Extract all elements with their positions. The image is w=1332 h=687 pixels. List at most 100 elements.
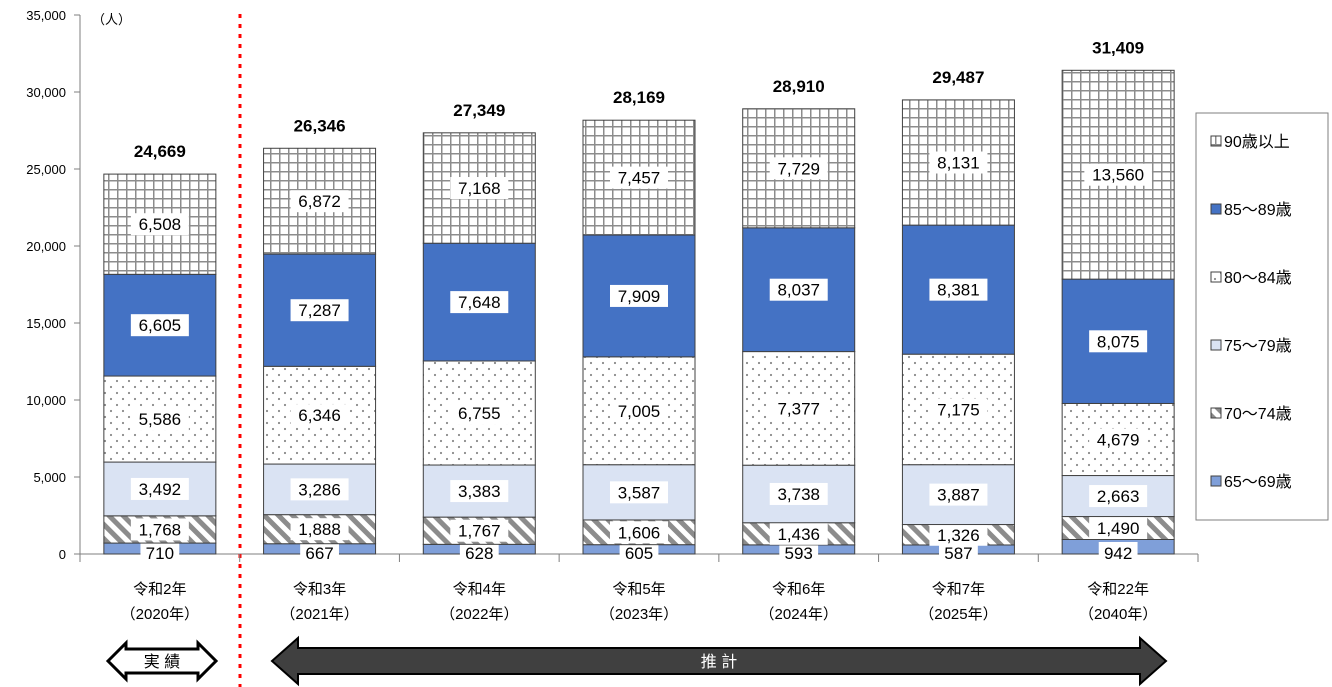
- y-tick-label: 15,000: [26, 316, 66, 331]
- category-label: 令和22年: [1087, 581, 1149, 598]
- legend-swatch: [1210, 135, 1222, 147]
- bar-total-label: 28,169: [613, 88, 665, 107]
- segment-label: 6,346: [298, 406, 341, 425]
- segment-label-box: [1098, 542, 1138, 564]
- segment-label-box: [450, 402, 509, 425]
- segment-label: 710: [146, 544, 174, 563]
- segment-label: 7,909: [618, 287, 661, 306]
- segment-label-box: [610, 166, 668, 189]
- category-year-label: （2020年）: [121, 606, 199, 623]
- y-tick-label: 20,000: [26, 239, 66, 254]
- segment-label: 593: [785, 544, 813, 563]
- segment-label-box: [1089, 330, 1148, 353]
- segment-label: 7,168: [458, 179, 501, 198]
- segment-label-box: [290, 404, 349, 427]
- segment-label: 5,586: [139, 410, 182, 429]
- segment-label-box: [610, 521, 668, 544]
- legend-label: 85～89歳: [1224, 201, 1292, 219]
- segment-label-box: [929, 483, 988, 506]
- legend-swatch: [1210, 203, 1222, 215]
- y-tick-label: 25,000: [26, 162, 66, 177]
- projection-arrow: [270, 635, 1168, 687]
- segment-label-box: [929, 151, 988, 174]
- segment-label-box: [1084, 163, 1152, 186]
- segment-label-box: [130, 518, 189, 541]
- segment-label-box: [769, 278, 828, 301]
- segment-label: 8,075: [1097, 332, 1140, 351]
- category-year-label: （2022年）: [440, 606, 518, 623]
- segment-label-box: [290, 478, 349, 501]
- segment-label-box: [290, 190, 349, 213]
- legend-label: 90歳以上: [1224, 133, 1290, 151]
- segment-label-box: [450, 480, 509, 503]
- actual-label: 実 績: [144, 653, 180, 671]
- segment-label: 7,005: [618, 402, 661, 421]
- category-label: 令和6年: [772, 581, 825, 598]
- segment-label-box: [140, 542, 180, 564]
- y-tick-label: 30,000: [26, 85, 66, 100]
- category-year-label: （2024年）: [760, 606, 838, 623]
- segment-label: 3,383: [458, 482, 501, 501]
- segment-label: 587: [944, 544, 972, 563]
- category-label: 令和2年: [133, 581, 186, 598]
- segment-label: 6,508: [139, 215, 182, 234]
- segment-label: 8,131: [937, 154, 980, 173]
- segment-label-box: [619, 542, 659, 564]
- category-label: 令和7年: [932, 581, 985, 598]
- segment-label-box: [769, 482, 828, 505]
- segment-label: 3,286: [298, 480, 341, 499]
- category-label: 令和5年: [612, 581, 665, 598]
- segment-label: 7,287: [298, 301, 341, 320]
- category-year-label: （2023年）: [600, 606, 678, 623]
- y-tick-label: 5,000: [33, 470, 66, 485]
- segment-label: 2,663: [1097, 487, 1140, 506]
- segment-label: 8,381: [937, 281, 980, 300]
- legend-swatch: [1210, 475, 1222, 487]
- segment-label-box: [130, 408, 189, 431]
- segment-label: 6,605: [139, 316, 182, 335]
- y-tick-label: 0: [59, 547, 66, 562]
- segment-label-box: [939, 542, 978, 564]
- y-tick-label: 10,000: [26, 393, 66, 408]
- legend-box: [1195, 112, 1329, 521]
- segment-label-box: [300, 542, 339, 564]
- segment-label-box: [130, 213, 189, 236]
- segment-label: 1,490: [1097, 519, 1140, 538]
- segment-label: 6,755: [458, 404, 501, 423]
- legend-label: 65～69歳: [1224, 473, 1292, 491]
- segment-label-box: [1089, 517, 1148, 540]
- segment-label: 3,587: [618, 483, 661, 502]
- segment-label: 1,767: [458, 522, 501, 541]
- category-year-label: （2021年）: [280, 606, 358, 623]
- segment-label: 942: [1104, 544, 1132, 563]
- segment-label: 8,037: [777, 281, 820, 300]
- bar-total-label: 24,669: [134, 142, 186, 161]
- segment-label: 628: [465, 544, 493, 563]
- segment-label: 1,768: [139, 520, 182, 539]
- segment-label: 1,326: [937, 526, 980, 545]
- legend-label: 80～84歳: [1224, 269, 1292, 287]
- segment-label-box: [459, 542, 499, 564]
- segment-label: 605: [625, 544, 653, 563]
- segment-label-box: [450, 519, 509, 542]
- segment-label: 7,175: [937, 400, 980, 419]
- segment-label: 3,738: [777, 485, 820, 504]
- legend-swatch: [1210, 407, 1222, 419]
- legend-swatch: [1210, 339, 1222, 351]
- segment-label-box: [610, 481, 668, 504]
- segment-label-box: [1089, 485, 1148, 508]
- segment-label-box: [610, 284, 668, 307]
- segment-label: 1,436: [777, 525, 820, 544]
- legend-swatch: [1210, 271, 1222, 283]
- bar-total-label: 31,409: [1092, 38, 1144, 57]
- segment-label-box: [1089, 428, 1148, 451]
- segment-label: 7,648: [458, 293, 501, 312]
- segment-label-box: [929, 398, 988, 421]
- bar-total-label: 26,346: [294, 116, 346, 135]
- segment-label: 3,492: [139, 480, 182, 499]
- category-year-label: （2025年）: [919, 606, 997, 623]
- segment-label-box: [130, 477, 189, 500]
- segment-label-box: [929, 523, 988, 546]
- segment-label-box: [290, 299, 349, 322]
- category-label: 令和4年: [453, 581, 506, 598]
